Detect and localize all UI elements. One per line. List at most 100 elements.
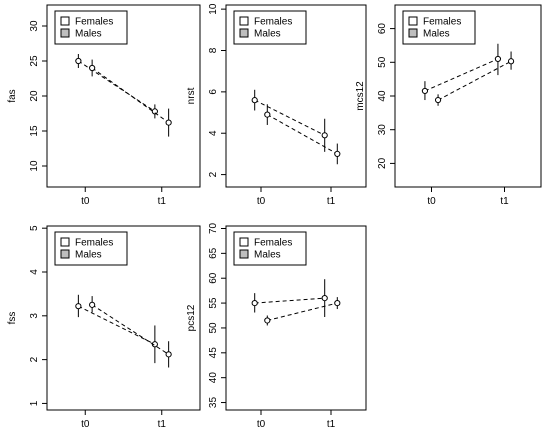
data-point (321, 132, 328, 139)
x-tick-label: t0 (427, 196, 436, 207)
series-line (254, 99, 325, 136)
legend-swatch (60, 249, 70, 259)
series-line (254, 297, 325, 304)
plot-frame (225, 4, 367, 188)
legend-swatch (60, 28, 70, 38)
series-line (91, 304, 169, 355)
y-tick-label: 40 (208, 372, 219, 384)
series-males (89, 296, 172, 368)
y-tick-label: 5 (29, 225, 40, 231)
data-point (151, 108, 158, 115)
x-tick-label: t0 (257, 196, 266, 207)
data-point (165, 351, 172, 358)
y-tick-label: 2 (29, 356, 40, 362)
data-point (334, 150, 341, 158)
y-axis-label: fas (7, 89, 18, 102)
data-point (89, 64, 96, 72)
series-males (89, 59, 172, 137)
legend-label: Females (254, 238, 292, 249)
y-tick-label: 6 (208, 89, 219, 95)
plot-frame (225, 225, 367, 411)
y-tick-label: 3 (29, 313, 40, 319)
y-tick-label: 50 (208, 322, 219, 334)
y-tick-label: 4 (29, 269, 40, 275)
y-tick-label: 1 (29, 400, 40, 406)
series-females (421, 43, 502, 101)
legend-label: Females (423, 17, 461, 28)
plot-frame (46, 225, 201, 411)
legend-label: Males (254, 29, 281, 40)
data-point (264, 317, 271, 324)
x-tick-label: t0 (81, 419, 90, 430)
y-axis-label: mcs12 (355, 81, 366, 111)
series-males (434, 51, 515, 106)
legend-label: Males (423, 29, 450, 40)
y-tick-label: 20 (29, 90, 40, 102)
data-point (434, 96, 442, 104)
y-tick-label: 20 (377, 157, 388, 169)
x-tick-label: t1 (500, 196, 509, 207)
series-line (78, 305, 156, 345)
legend-swatch (408, 28, 418, 38)
data-point (321, 295, 328, 302)
data-point (334, 299, 341, 307)
y-tick-label: 8 (208, 47, 219, 53)
legend-swatch (239, 28, 249, 38)
y-tick-label: 15 (29, 125, 40, 137)
data-point (89, 301, 96, 308)
series-line (267, 302, 338, 321)
legend-label: Females (254, 17, 292, 28)
y-tick-label: 60 (208, 272, 219, 284)
y-tick-label: 55 (208, 297, 219, 309)
legend-swatch (239, 249, 249, 259)
y-tick-label: 35 (208, 397, 219, 409)
y-tick-label: 25 (29, 55, 40, 67)
series-line (424, 58, 499, 92)
legend-swatch (60, 16, 70, 26)
data-point (165, 119, 172, 126)
x-tick-label: t0 (81, 196, 90, 207)
series-line (91, 67, 169, 124)
data-point (507, 58, 515, 65)
y-tick-label: 30 (29, 20, 40, 32)
y-tick-label: 65 (208, 247, 219, 259)
y-tick-label: 50 (377, 56, 388, 68)
data-point (421, 87, 429, 95)
series-females (251, 279, 328, 318)
data-point (251, 97, 258, 104)
y-tick-label: 30 (377, 124, 388, 136)
y-tick-label: 10 (29, 160, 40, 172)
data-point (75, 303, 82, 310)
y-tick-label: 10 (208, 3, 219, 15)
legend-label: Males (254, 250, 281, 261)
y-tick-label: 45 (208, 347, 219, 359)
legend-swatch (239, 237, 249, 247)
data-point (494, 55, 502, 63)
data-point (264, 111, 271, 118)
y-axis-label: nrst (186, 87, 197, 104)
y-tick-label: 2 (208, 171, 219, 177)
series-males (264, 104, 341, 165)
legend-label: Males (75, 250, 102, 261)
y-tick-label: 70 (208, 222, 219, 234)
series-females (75, 294, 158, 364)
y-tick-label: 4 (208, 130, 219, 136)
series-line (437, 60, 512, 101)
legend-swatch (408, 16, 418, 26)
x-tick-label: t0 (257, 419, 266, 430)
data-point (75, 57, 82, 65)
series-females (75, 54, 158, 119)
series-males (264, 297, 341, 326)
y-axis-label: pcs12 (186, 304, 197, 331)
y-tick-label: 60 (377, 23, 388, 35)
data-point (251, 299, 258, 307)
